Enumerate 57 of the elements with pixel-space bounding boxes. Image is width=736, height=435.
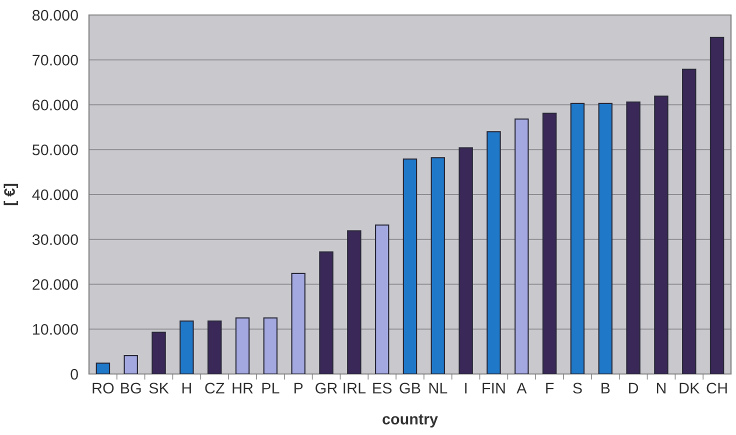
y-tick-label: 20.000 xyxy=(32,279,78,290)
x-tick-label: H xyxy=(182,382,191,394)
x-tick-label: F xyxy=(546,382,554,394)
x-tick-label: N xyxy=(656,382,666,394)
x-tick-label: S xyxy=(573,382,582,394)
bar xyxy=(598,102,613,374)
x-tick-label: FIN xyxy=(482,382,505,394)
bar xyxy=(626,102,640,374)
bar xyxy=(654,96,668,374)
x-tick-label: GB xyxy=(400,382,420,394)
x-tick-label: RO xyxy=(92,382,114,394)
bar xyxy=(514,118,529,374)
x-tick-label: A xyxy=(516,382,527,394)
y-tick-label: 10.000 xyxy=(33,324,78,335)
bar xyxy=(430,157,446,374)
y-tick-label: 50.000 xyxy=(32,144,78,156)
bar xyxy=(458,147,473,374)
x-tick-label: NL xyxy=(429,382,448,394)
bar xyxy=(347,230,362,374)
bar xyxy=(207,320,222,374)
bar xyxy=(96,362,110,374)
x-tick-label: HR xyxy=(232,382,253,394)
x-tick-label: GR xyxy=(316,382,338,394)
y-tick-label: 30.000 xyxy=(32,234,78,246)
bar xyxy=(291,272,306,374)
x-tick-label: IRL xyxy=(344,382,366,394)
bar xyxy=(319,251,334,374)
bar xyxy=(374,224,390,374)
bar xyxy=(152,332,166,374)
x-tick-label: PL xyxy=(262,382,280,394)
bar xyxy=(180,320,194,374)
y-tick-label: 60.000 xyxy=(32,100,78,110)
bar xyxy=(682,68,696,374)
x-axis-title: country xyxy=(382,414,438,428)
bar xyxy=(124,355,138,374)
bar xyxy=(486,131,501,374)
bar xyxy=(235,317,250,374)
x-tick-label: SK xyxy=(149,382,169,394)
x-tick-label: BG xyxy=(121,382,141,394)
x-tick-label: I xyxy=(465,382,467,394)
bar xyxy=(263,317,278,374)
bar xyxy=(542,112,557,374)
x-tick-label: CZ xyxy=(205,382,224,394)
x-tick-label: P xyxy=(294,382,303,394)
y-tick-label: 70.000 xyxy=(32,54,78,66)
x-tick-label: CH xyxy=(706,382,727,394)
y-tick-label: 0 xyxy=(70,368,78,380)
x-tick-label: D xyxy=(629,382,638,394)
y-tick-label: 80.000 xyxy=(32,10,78,21)
bar xyxy=(402,158,418,374)
y-tick-label: 40.000 xyxy=(32,189,78,200)
x-tick-label: DK xyxy=(680,382,700,394)
bar xyxy=(570,102,585,374)
bar xyxy=(710,36,724,374)
x-tick-label: B xyxy=(602,382,610,394)
x-tick-label: ES xyxy=(373,382,392,394)
y-axis-title: [ €] xyxy=(4,184,18,206)
